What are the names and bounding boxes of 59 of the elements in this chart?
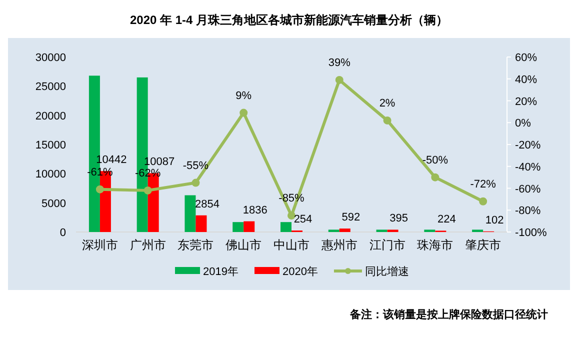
y2-tick-label: 60% [515, 52, 538, 64]
data-label: -72% [470, 178, 496, 190]
bar [244, 221, 255, 232]
y2-tick-label: -60% [515, 183, 541, 196]
y2-tick-label: -100% [515, 227, 548, 239]
y2-tick-label: -20% [515, 140, 541, 152]
y-tick-label: 15000 [35, 140, 66, 152]
x-tick-label: 深圳市 [82, 238, 118, 252]
bar [232, 222, 244, 232]
x-tick-label: 惠州市 [320, 238, 358, 252]
y2-tick-label: 0% [515, 118, 532, 130]
point [240, 108, 248, 117]
data-label: 102 [485, 214, 504, 226]
x-tick-label: 肇庆市 [465, 238, 502, 252]
point [479, 197, 488, 206]
data-label: 2854 [194, 198, 220, 210]
x-tick-label: 珠海市 [417, 238, 454, 252]
point [288, 212, 296, 220]
point [383, 116, 392, 124]
bar [184, 195, 196, 232]
data-label: 39% [328, 56, 351, 69]
data-label: 1836 [242, 204, 268, 216]
point [144, 186, 152, 194]
data-label: -62% [134, 167, 161, 180]
data-label: 592 [342, 212, 360, 224]
data-label: 395 [390, 212, 408, 225]
y-tick-label: 20000 [35, 110, 66, 122]
point [431, 173, 440, 182]
data-label: 2% [379, 97, 396, 110]
data-label: 254 [294, 214, 312, 226]
text: 备注：该销量是按上牌保险数据口径统计 [349, 308, 548, 321]
x-tick-label: 中山市 [274, 238, 310, 252]
data-label: -61% [87, 166, 113, 178]
x-tick-label: 江门市 [369, 238, 406, 252]
bar [280, 222, 292, 232]
data-label: 224 [437, 214, 456, 226]
data-label: -50% [422, 154, 448, 166]
chart-title: 2020 年 1-4 月珠三角地区各城市新能源汽车销量分析（辆） [130, 13, 448, 27]
y-tick-label: 0 [60, 227, 66, 239]
x-tick-label: 佛山市 [226, 238, 262, 252]
point [96, 185, 104, 194]
x-tick-label: 广州市 [130, 238, 166, 252]
y-tick-label: 30000 [35, 52, 66, 64]
x-tick-label: 东莞市 [178, 238, 214, 252]
bar [196, 215, 207, 232]
y-tick-label: 25000 [35, 81, 66, 94]
y2-tick-label: -40% [515, 161, 541, 174]
bar [339, 228, 350, 232]
legend-label: 2019年 [203, 266, 238, 278]
y2-tick-label: 40% [515, 74, 538, 86]
y-tick-label: 5000 [42, 198, 66, 210]
point [335, 76, 344, 84]
y2-tick-label: -80% [515, 205, 541, 218]
data-label: 9% [236, 90, 252, 102]
legend-label: 同比增速 [364, 265, 409, 278]
y2-tick-label: 20% [515, 96, 538, 108]
legend-label: 2020年 [282, 266, 318, 278]
y-tick-label: 10000 [35, 168, 66, 181]
point [192, 178, 200, 187]
